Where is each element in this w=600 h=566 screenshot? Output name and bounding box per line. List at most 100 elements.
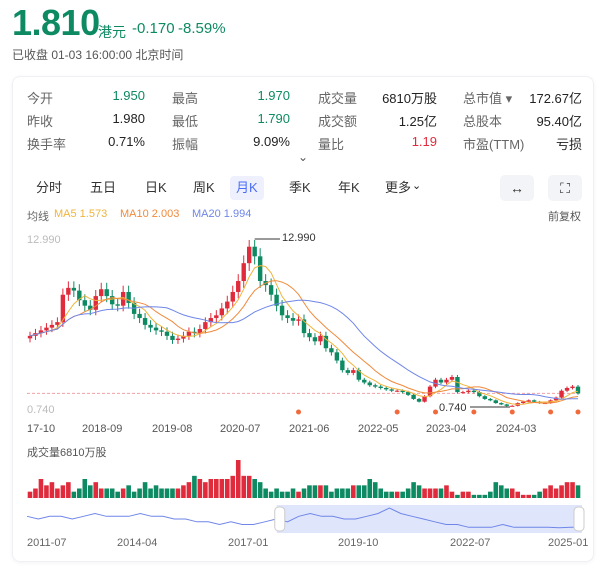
stat-value: 1.970 [257, 88, 290, 103]
stat-label: 最高 [172, 91, 199, 106]
candle [268, 285, 274, 295]
volume-bar [345, 488, 351, 498]
candle [241, 263, 246, 282]
tab-6[interactable]: 年K [338, 180, 360, 195]
fit-width-icon[interactable]: ↔ [500, 175, 534, 201]
candle [400, 390, 405, 393]
max-marker-label: 12.990 [282, 232, 316, 244]
volume-bar [482, 494, 488, 498]
volume-bar [361, 485, 367, 498]
more-chevron-icon[interactable]: ⌄ [412, 180, 422, 192]
expand-chevron-icon[interactable]: ⌄ [298, 150, 309, 164]
tab-4[interactable]: 月K [230, 176, 264, 200]
candle [351, 370, 356, 373]
candle [44, 327, 49, 331]
x-axis-label: 2020-07 [220, 423, 261, 435]
volume-bar [38, 479, 44, 498]
stat-label: 量比 [318, 137, 345, 152]
volume-bar [449, 491, 455, 498]
currency: 港元 [98, 24, 126, 40]
volume-bar [241, 475, 247, 498]
volume-bar [400, 491, 405, 498]
candle [236, 281, 241, 292]
candle [329, 348, 334, 353]
candle [559, 390, 564, 398]
volume-bar [82, 479, 88, 498]
volume-bar [77, 488, 82, 498]
volume-bar [460, 491, 466, 498]
volume-bar [87, 485, 93, 498]
stat-value: 95.40亿 [536, 114, 582, 129]
last-price: 1.810 [12, 2, 100, 43]
volume-bar [246, 475, 252, 498]
volume-bar [44, 485, 49, 498]
candle [170, 335, 175, 340]
x-axis-label: 2022-05 [358, 423, 399, 435]
navigator-handle [573, 506, 585, 532]
volume-bar [351, 485, 356, 498]
volume-bar [104, 488, 110, 498]
volume-bar [274, 488, 279, 498]
fullscreen-icon[interactable]: ⛶ [548, 175, 582, 201]
volume-bar [296, 491, 301, 498]
stat-label: 换手率 [27, 137, 67, 152]
candle [482, 396, 488, 399]
stat-label: 昨收 [27, 114, 54, 129]
candle [214, 315, 219, 319]
volume-bar [504, 488, 510, 498]
candle [164, 331, 170, 336]
navigator-label: 2017-01 [228, 537, 269, 549]
tab-7[interactable]: 更多 [385, 180, 412, 195]
stat-label: 今开 [27, 91, 54, 106]
volume-bar [372, 482, 378, 498]
candle [104, 289, 109, 297]
tab-1[interactable]: 五日 [90, 180, 117, 195]
price-change-percent: -8.59% [178, 20, 226, 37]
candle [38, 330, 44, 334]
volume-bar [192, 475, 197, 498]
volume-bar [493, 482, 499, 498]
candle [252, 246, 257, 257]
candle [488, 398, 493, 401]
stat-value: 172.67亿 [529, 91, 582, 106]
tab-0[interactable]: 分时 [36, 180, 63, 195]
candle [285, 315, 290, 319]
volume-bar [548, 485, 553, 498]
tab-5[interactable]: 季K [289, 180, 311, 195]
volume-bar [334, 488, 340, 498]
volume-bar [329, 491, 334, 498]
tab-2[interactable]: 日K [145, 180, 167, 195]
candle [323, 335, 329, 349]
candle [137, 313, 142, 319]
volume-bar [235, 460, 241, 498]
navigator-label: 2025-01 [548, 537, 589, 549]
candle [455, 377, 460, 393]
dividend-mark [548, 409, 554, 415]
volume-bar [268, 491, 274, 498]
candle [422, 396, 427, 402]
quote-card [12, 76, 594, 562]
candle [307, 333, 312, 338]
volume-bar [323, 485, 329, 498]
ma10-value: MA10 2.003 [120, 208, 180, 220]
volume-bar [383, 491, 389, 498]
candle [77, 290, 82, 301]
volume-bar [142, 482, 148, 498]
ma10-line [29, 280, 579, 404]
volume-bar [444, 485, 449, 498]
volume-bar [252, 479, 257, 498]
adjust-toggle[interactable]: 前复权 [548, 211, 581, 223]
volume-bar [197, 479, 203, 498]
volume-bar [285, 491, 290, 498]
candle [148, 324, 153, 328]
ma5-line [29, 265, 579, 405]
candle [192, 331, 197, 334]
volume-bar [515, 491, 521, 498]
candle [521, 401, 526, 404]
market-status: 已收盘 01-03 16:00:00 北京时间 [12, 48, 184, 62]
candle [345, 370, 351, 373]
candle [93, 296, 98, 310]
volume-bar [575, 485, 581, 498]
tab-3[interactable]: 周K [193, 180, 215, 195]
